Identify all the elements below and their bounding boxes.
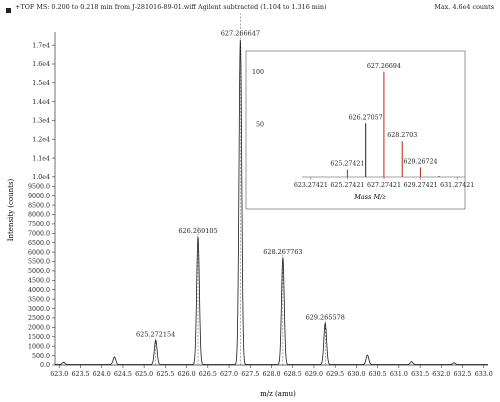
inset-bar-labels: 625.27421 626.27057 627.26694 628.2703 629.2… [330, 63, 437, 168]
inset-bar-label: 625.27421 [330, 161, 364, 168]
x-tick-label: 624.5 [114, 371, 132, 378]
main-peak-labels: 625.272154 626.269105 627.266647 628.267763… [136, 30, 345, 339]
peak-label: 628.267763 [263, 248, 302, 256]
y-tick-label: 1.3e4 [32, 118, 50, 125]
inset-frame [245, 50, 466, 210]
inset-bar-label: 629.26724 [403, 159, 437, 166]
x-tick-label: 625.5 [156, 371, 174, 378]
inset-bar-label: 628.2703 [387, 132, 417, 139]
main-peaks [55, 13, 488, 365]
y-tick-label: 5500.0 [28, 259, 50, 266]
y-tick-label: 1.5e4 [32, 80, 50, 87]
x-tick-label: 627.0 [220, 371, 238, 378]
y-tick-label: 4500.0 [28, 278, 50, 285]
y-tick-label: 6500.0 [28, 240, 50, 247]
y-tick-label: 1.7e4 [32, 42, 50, 49]
x-tick-label: 629.5 [326, 371, 344, 378]
y-tick-label: 1.6e4 [32, 61, 50, 68]
y-tick-label: 1.2e4 [32, 136, 50, 143]
inset-bars [346, 71, 440, 177]
x-tick-label: 625.0 [135, 371, 153, 378]
y-tick-label: 2500.0 [28, 315, 50, 322]
y-tick-label: 3000.0 [28, 306, 50, 313]
peak-label: 625.272154 [136, 331, 175, 339]
x-tick-label: 633.0 [475, 371, 493, 378]
y-tick-label: 9000.0 [28, 193, 50, 200]
x-tick-label: 632.5 [454, 371, 472, 378]
x-tick-label: 631.5 [411, 371, 429, 378]
peak-label: 627.266647 [221, 30, 260, 38]
y-axis-title: Intensity (counts) [7, 178, 15, 241]
x-tick-label: 632.0 [432, 371, 450, 378]
y-tick-label: 8500.0 [28, 202, 50, 209]
peak-label: 629.265578 [306, 314, 345, 322]
y-tick-label: 1000.0 [28, 343, 50, 350]
y-tick-label: 7000.0 [28, 231, 50, 238]
inset-y-tick-label: 50 [256, 122, 264, 129]
y-tick-label: 5000.0 [28, 268, 50, 275]
inset-x-axis-title: Mass M/z [353, 193, 386, 201]
y-tick-label: 6000.0 [28, 249, 50, 256]
inset-bar-label: 627.26694 [367, 63, 401, 70]
inset-x-tick-label: 631.27421 [440, 182, 474, 189]
x-tick-label: 626.5 [199, 371, 217, 378]
max-counts-label: Max. 4.6e4 counts [434, 3, 494, 11]
inset-x-tick-label: 625.27421 [330, 182, 364, 189]
inset-y-tick-label: 100 [252, 69, 264, 76]
x-tick-label: 628.5 [284, 371, 302, 378]
x-tick-label: 631.0 [390, 371, 408, 378]
x-tick-label: 630.5 [369, 371, 387, 378]
y-tick-label: 1.0e4 [32, 174, 50, 181]
inset-x-tick-label: 629.27421 [404, 182, 438, 189]
x-tick-label: 623.0 [50, 371, 68, 378]
y-tick-label: 8000.0 [28, 212, 50, 219]
x-tick-label: 630.0 [347, 371, 365, 378]
x-tick-label: 626.0 [178, 371, 196, 378]
y-tick-label: 500.0 [32, 353, 50, 360]
main-axes: 0.0 500.0 1000.0 1500.0 2000.0 2500.0 3000.0 35… [28, 32, 493, 378]
x-tick-label: 624.0 [93, 371, 111, 378]
legend-square-marker [6, 8, 11, 13]
inset-bar-label: 626.27057 [349, 114, 383, 121]
y-tick-label: 4000.0 [28, 287, 50, 294]
y-tick-label: 3500.0 [28, 296, 50, 303]
peak-label: 626.269105 [178, 227, 217, 235]
spectrum-trace [55, 40, 488, 365]
y-tick-label: 1.1e4 [32, 155, 50, 162]
x-tick-label: 628.0 [262, 371, 280, 378]
chart-header: +TOF MS: 0.200 to 0.218 min from J-28101… [0, 0, 500, 24]
inset-x-tick-label: 627.27421 [367, 182, 401, 189]
x-axis-title: m/z (amu) [260, 390, 296, 398]
inset-x-tick-label: 623.27421 [294, 182, 328, 189]
x-tick-label: 629.0 [305, 371, 323, 378]
y-tick-label: 0.0 [40, 362, 50, 369]
y-tick-label: 2000.0 [28, 325, 50, 332]
x-tick-label: 623.5 [71, 371, 89, 378]
y-tick-label: 9500.0 [28, 183, 50, 190]
y-tick-label: 7500.0 [28, 221, 50, 228]
x-tick-label: 627.5 [241, 371, 259, 378]
chart-title: +TOF MS: 0.200 to 0.218 min from J-28101… [15, 3, 327, 11]
y-tick-label: 1.4e4 [32, 99, 50, 106]
y-tick-label: 1500.0 [28, 334, 50, 341]
